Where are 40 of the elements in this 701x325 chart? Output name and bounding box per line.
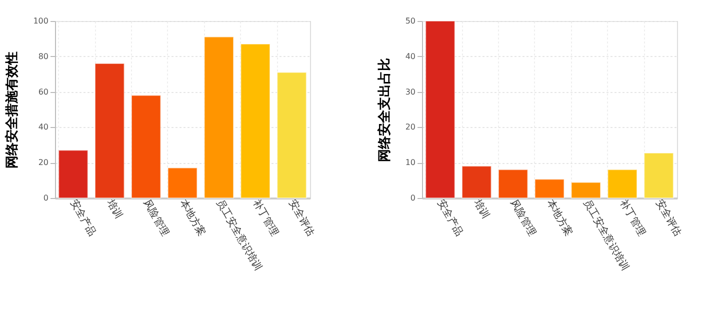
bar [167, 167, 198, 198]
bar [607, 169, 638, 198]
bar [462, 166, 492, 198]
bar [240, 44, 270, 198]
bar [276, 72, 307, 198]
x-tick-label: 补丁管理 [617, 198, 648, 238]
y-tick-label: 50 [405, 16, 416, 26]
bar [94, 62, 125, 198]
bar [534, 178, 565, 198]
y-tick-label: 40 [38, 122, 48, 132]
y-tick-label: 10 [405, 158, 416, 168]
x-tick-label: 培训 [104, 196, 125, 221]
x-tick-label: 补丁管理 [250, 198, 281, 238]
x-tick-label: 培训 [470, 196, 492, 221]
y-tick-label: 0 [410, 194, 416, 202]
bar [204, 36, 234, 198]
y-tick-label: 100 [33, 16, 48, 26]
x-tick-label: 本地方案 [177, 198, 208, 238]
x-tick-label: 本地方案 [544, 198, 575, 238]
bar [425, 20, 456, 198]
y-tick-label: 40 [405, 52, 416, 61]
bar [131, 94, 162, 198]
bar [498, 169, 528, 198]
y-tick-label: 80 [38, 52, 48, 61]
x-tick-label: 安全产品 [435, 198, 466, 238]
x-tick-label: 安全评估 [286, 198, 317, 238]
y-tick-label: 20 [38, 158, 48, 168]
bar [570, 182, 601, 198]
y-tick-label: 60 [38, 87, 48, 96]
x-tick-label: 安全评估 [654, 198, 684, 238]
x-tick-label: 风险管理 [508, 198, 538, 238]
y-tick-label: 0 [43, 194, 48, 202]
y-tick-label: 20 [405, 122, 416, 132]
y-axis-title: 网络安全措施有效性 [4, 52, 20, 168]
y-axis-title: 网络安全支出占比 [376, 58, 392, 162]
y-tick-label: 30 [405, 87, 416, 96]
x-tick-label: 安全产品 [68, 198, 98, 238]
bar [644, 152, 674, 198]
x-tick-label: 风险管理 [140, 198, 172, 238]
bar [58, 150, 88, 198]
